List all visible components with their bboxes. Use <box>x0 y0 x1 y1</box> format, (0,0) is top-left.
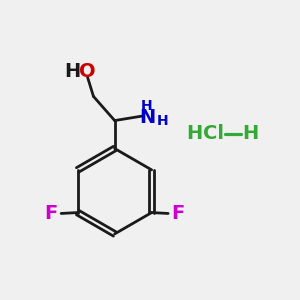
Text: H: H <box>141 99 153 113</box>
Text: F: F <box>45 204 58 223</box>
Text: H: H <box>242 124 258 143</box>
Text: H: H <box>157 114 168 128</box>
Text: O: O <box>79 62 95 82</box>
Text: H: H <box>186 124 202 143</box>
Text: N: N <box>139 108 155 127</box>
Text: F: F <box>172 204 185 223</box>
Text: Cl: Cl <box>203 124 224 143</box>
Text: H: H <box>64 62 80 82</box>
